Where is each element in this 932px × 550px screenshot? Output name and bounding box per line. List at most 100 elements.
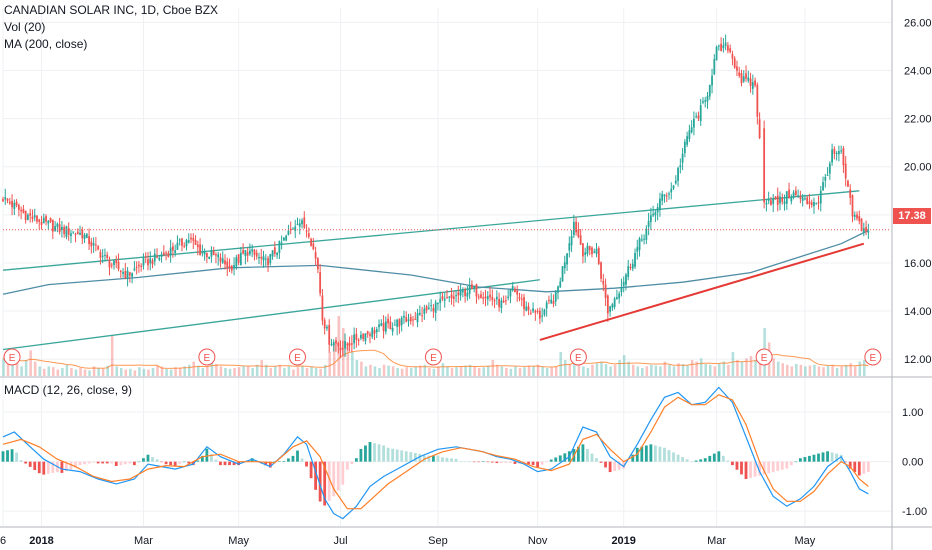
candle-body xyxy=(484,296,487,299)
candle-body xyxy=(81,229,84,239)
volume-bar xyxy=(853,366,857,376)
candle-body xyxy=(604,284,607,298)
volume-bar xyxy=(645,366,649,376)
candle-body xyxy=(8,201,11,204)
volume-bar xyxy=(541,366,544,376)
candle-body xyxy=(33,215,36,218)
candle-body xyxy=(466,292,469,297)
candle-body xyxy=(217,254,220,258)
candle-body xyxy=(815,202,818,204)
volume-bar xyxy=(835,368,839,376)
macd-histogram-bar xyxy=(654,445,657,462)
candle-body xyxy=(113,260,115,265)
candle-body xyxy=(541,315,544,317)
candle-body xyxy=(806,197,809,205)
candle-body xyxy=(119,270,122,273)
candle-body xyxy=(643,238,645,240)
volume-bar xyxy=(360,361,363,376)
candle-body xyxy=(844,163,847,179)
candle-body xyxy=(409,316,412,322)
macd-histogram-bar xyxy=(839,454,843,462)
candle-body xyxy=(67,228,70,235)
candle-body xyxy=(450,294,453,299)
candle-body xyxy=(532,308,534,312)
candle-body xyxy=(736,66,738,71)
macd-histogram-bar xyxy=(110,461,114,464)
macd-histogram-bar xyxy=(536,461,540,468)
candle-body xyxy=(686,136,689,145)
candle-body xyxy=(328,324,331,345)
volume-bar xyxy=(749,356,753,376)
volume-bar xyxy=(863,360,866,376)
volume-bar xyxy=(731,352,735,376)
candle-body xyxy=(475,283,478,297)
ma-legend[interactable]: MA (200, close) xyxy=(4,37,88,51)
candle-body xyxy=(860,218,863,232)
candle-body xyxy=(151,260,154,265)
candle-body xyxy=(620,286,623,293)
candle-body xyxy=(355,333,358,340)
volume-bar xyxy=(364,366,368,376)
candle-body xyxy=(498,299,501,307)
macd-legend[interactable]: MACD (12, 26, close, 9) xyxy=(4,383,133,397)
symbol-legend[interactable]: CANADIAN SOLAR INC, 1D, Cboe BZX xyxy=(4,3,219,17)
candle-body xyxy=(767,200,770,202)
volume-bar xyxy=(382,364,386,376)
candle-body xyxy=(303,217,306,228)
candle-body xyxy=(668,193,670,195)
candle-body xyxy=(790,197,793,202)
candle-body xyxy=(285,235,288,241)
candle-body xyxy=(799,196,802,199)
macd-histogram-bar xyxy=(830,452,834,462)
trend-line xyxy=(2,190,860,271)
candle-body xyxy=(74,233,77,235)
candle-body xyxy=(51,219,54,232)
volume-bar xyxy=(790,366,794,376)
candle-body xyxy=(835,152,838,154)
volume-bar xyxy=(781,363,785,376)
macd-histogram-bar xyxy=(10,449,14,462)
candle-body xyxy=(742,76,745,82)
candle-body xyxy=(738,72,741,76)
candle-body xyxy=(457,292,460,296)
volume-bar xyxy=(206,366,209,376)
candle-body xyxy=(552,301,555,304)
volume-bar xyxy=(817,366,821,376)
macd-histogram-bar xyxy=(282,460,286,462)
macd-line xyxy=(2,386,869,520)
macd-histogram-bar xyxy=(586,448,589,462)
candle-body xyxy=(627,266,630,277)
candle-body xyxy=(781,198,784,202)
macd-histogram-bar xyxy=(287,458,290,462)
candle-body xyxy=(575,221,578,233)
macd-histogram-bar xyxy=(223,461,227,466)
macd-histogram-bar xyxy=(817,453,820,462)
candle-body xyxy=(577,229,580,237)
candle-body xyxy=(828,163,831,174)
candle-body xyxy=(387,318,390,324)
candle-body xyxy=(593,251,596,253)
candle-body xyxy=(656,207,659,213)
volume-bar xyxy=(97,368,100,376)
macd-histogram-bar xyxy=(250,458,254,462)
macd-histogram-bar xyxy=(626,461,630,463)
macd-histogram-bar xyxy=(6,450,9,462)
candle-body xyxy=(158,257,161,260)
macd-histogram-bar xyxy=(391,448,395,462)
volume-bar xyxy=(622,355,626,376)
candle-body xyxy=(822,182,824,191)
candle-body xyxy=(88,236,90,245)
earnings-marker-label: E xyxy=(204,353,211,364)
volume-bar xyxy=(74,369,78,376)
volume-bar xyxy=(545,368,549,376)
volume-bar xyxy=(613,364,617,376)
volume-bar xyxy=(699,358,703,376)
volume-bar xyxy=(310,366,313,376)
volume-legend[interactable]: Vol (20) xyxy=(4,20,46,34)
macd-histogram-bar xyxy=(459,461,462,462)
macd-histogram-bar xyxy=(690,461,694,463)
volume-bar xyxy=(686,365,689,376)
macd-histogram-bar xyxy=(649,444,653,462)
